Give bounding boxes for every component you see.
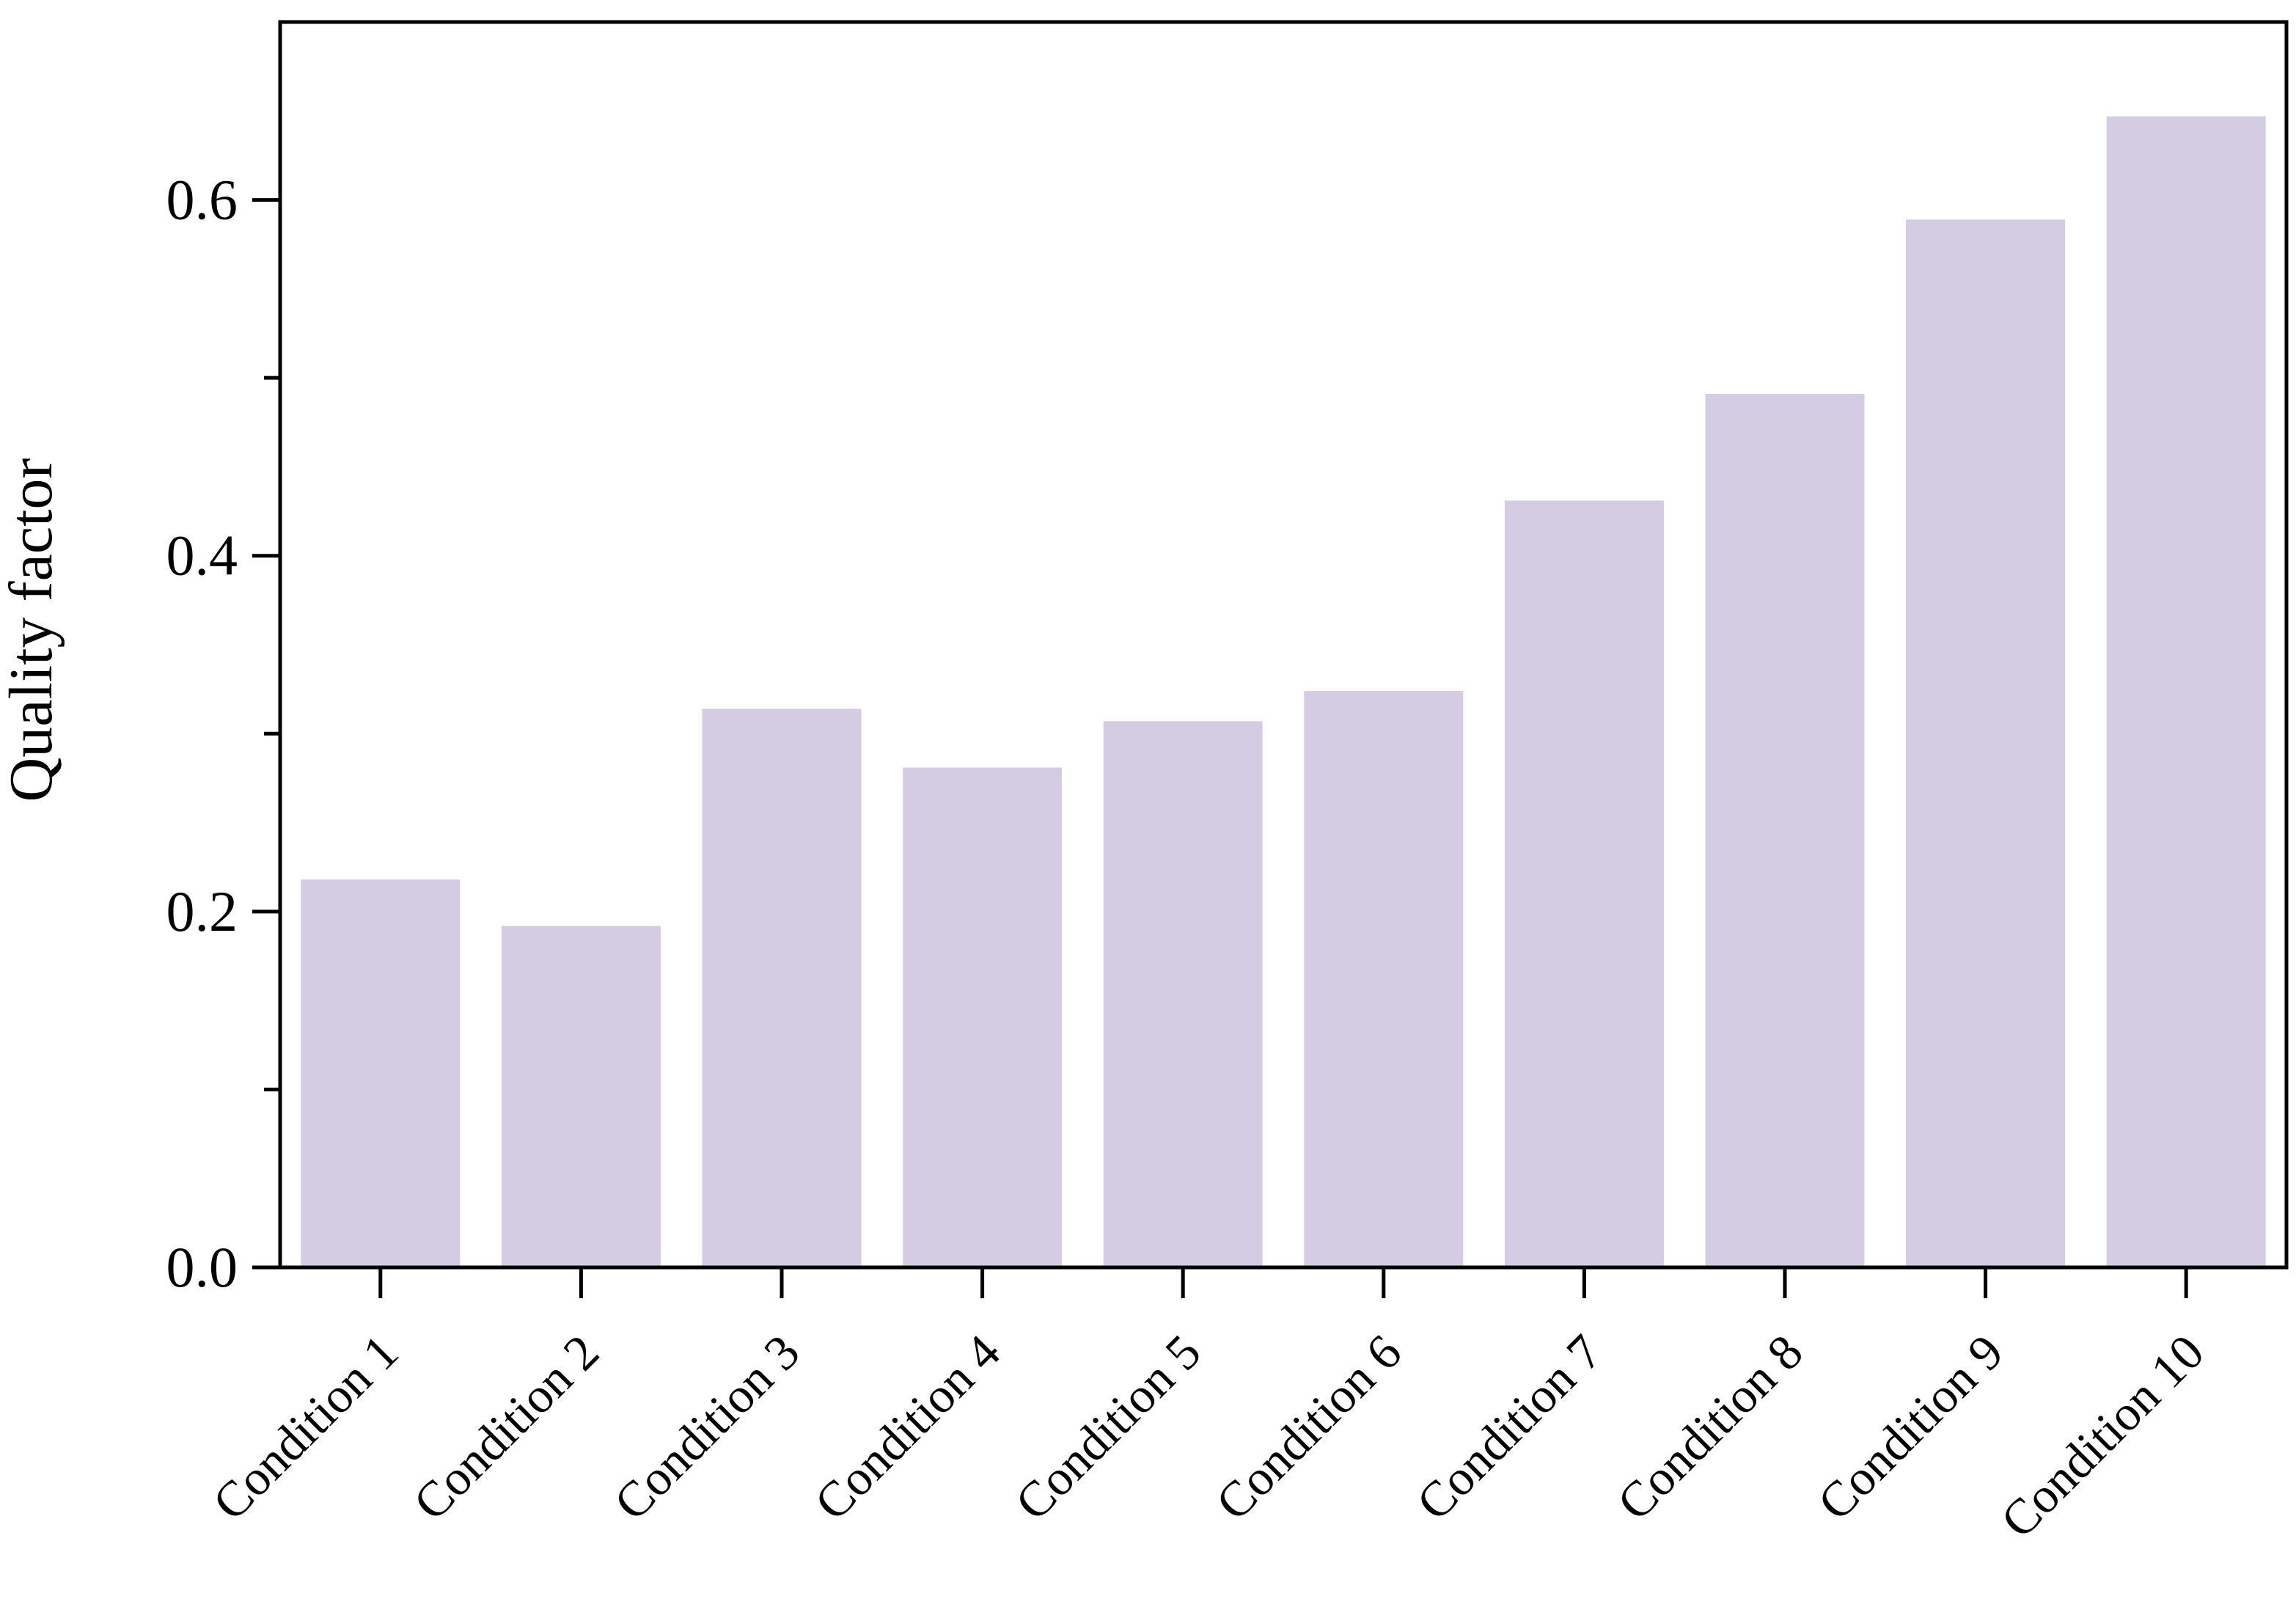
bar-8 [1705, 394, 1865, 1267]
bar-9 [1906, 219, 2066, 1267]
y-axis-title: Quality factor [0, 458, 65, 802]
x-tick-label-10: Condition 10 [1990, 1324, 2215, 1548]
x-tick-label-2: Condition 2 [403, 1324, 609, 1531]
plot-frame [278, 20, 2289, 1270]
x-tick-label-9: Condition 9 [1807, 1324, 2014, 1531]
x-tick-label-6: Condition 6 [1205, 1324, 1412, 1531]
x-tick-label-3: Condition 3 [603, 1324, 810, 1531]
y-tick-label: 0.0 [166, 1235, 238, 1299]
bar-7 [1504, 500, 1664, 1267]
x-tick-label-4: Condition 4 [804, 1324, 1011, 1531]
y-ticks-group [252, 198, 280, 1270]
x-tick-label-7: Condition 7 [1406, 1324, 1613, 1531]
bar-10 [2106, 116, 2266, 1268]
x-ticks-group [378, 1267, 2188, 1298]
bar-1 [301, 879, 461, 1267]
bars-group [301, 116, 2266, 1268]
x-tick-label-5: Condition 5 [1005, 1324, 1211, 1531]
x-tick-label-1: Condition 1 [202, 1324, 408, 1531]
y-tick-label: 0.2 [166, 879, 238, 943]
bar-4 [903, 767, 1063, 1267]
y-tick-labels-group: 0.0 0.2 0.4 0.6 [166, 168, 238, 1299]
bar-3 [702, 709, 862, 1267]
y-tick-label: 0.4 [166, 524, 238, 587]
bar-6 [1304, 691, 1464, 1267]
bar-5 [1103, 721, 1263, 1267]
y-tick-label: 0.6 [166, 168, 238, 232]
bar-2 [501, 926, 661, 1267]
x-tick-label-8: Condition 8 [1606, 1324, 1813, 1531]
